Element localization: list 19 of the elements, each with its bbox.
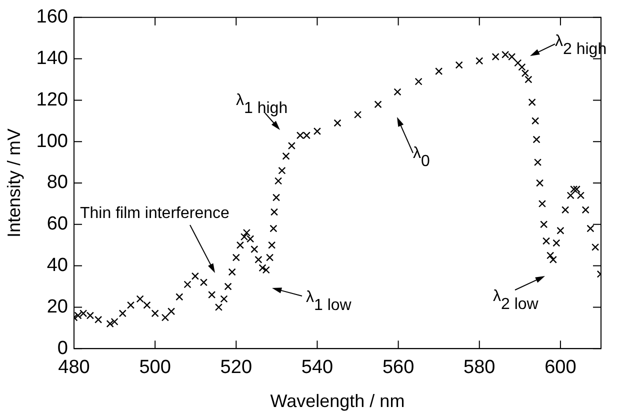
x-tick-label: 580 xyxy=(464,357,496,378)
y-tick-label: 0 xyxy=(57,338,68,359)
y-tick-label: 160 xyxy=(36,6,68,28)
x-tick-label: 500 xyxy=(139,357,171,378)
x-tick-label: 560 xyxy=(382,357,414,378)
x-tick-label: 480 xyxy=(58,357,90,378)
x-tick-label: 600 xyxy=(544,357,576,378)
y-axis-title: Intensity / mV xyxy=(4,128,24,238)
y-tick-label: 80 xyxy=(46,172,68,194)
x-tick-label: 520 xyxy=(220,357,252,378)
y-tick-label: 40 xyxy=(46,255,68,276)
y-tick-label: 60 xyxy=(46,214,68,235)
y-tick-label: 100 xyxy=(36,130,68,152)
y-tick-label: 120 xyxy=(36,89,68,110)
y-tick-label: 140 xyxy=(36,48,68,70)
y-tick-label: 20 xyxy=(46,296,68,318)
x-tick-label: 540 xyxy=(301,357,334,378)
annotation: Thin film interference xyxy=(80,205,230,223)
x-axis-title: Wavelength / nm xyxy=(270,391,405,412)
